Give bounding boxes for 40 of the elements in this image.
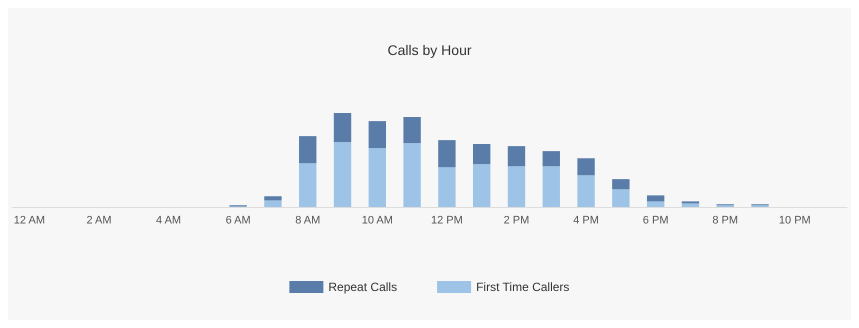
legend-label: First Time Callers — [476, 280, 570, 294]
x-tick-label: 10 AM — [362, 214, 393, 226]
bar — [577, 158, 595, 176]
bar — [403, 143, 421, 207]
bar — [508, 146, 526, 166]
x-tick-label: 6 AM — [226, 214, 251, 226]
bar — [577, 175, 595, 207]
x-tick-label: 8 AM — [295, 214, 320, 226]
bar — [508, 166, 526, 207]
x-tick-label: 2 PM — [504, 214, 530, 226]
bar — [472, 164, 490, 207]
bar — [368, 121, 386, 148]
bar — [299, 136, 316, 164]
x-tick-label: 10 PM — [778, 214, 811, 226]
x-tick-label: 6 PM — [642, 214, 668, 226]
legend-label: Repeat Calls — [328, 280, 398, 294]
bar — [264, 196, 282, 200]
x-tick-label: 8 PM — [712, 214, 738, 226]
bar — [612, 189, 630, 207]
bar — [368, 148, 386, 207]
x-tick-label: 12 PM — [430, 214, 463, 226]
bar — [438, 167, 456, 207]
bar — [472, 144, 490, 164]
bar — [264, 200, 282, 207]
bar — [542, 151, 560, 166]
bar — [334, 113, 352, 142]
bar — [334, 142, 352, 207]
bar — [646, 195, 664, 202]
bar — [403, 116, 421, 144]
bar — [646, 201, 664, 207]
bar — [612, 179, 630, 190]
x-tick-label: 4 PM — [573, 214, 599, 226]
bar — [299, 163, 316, 207]
chart-title: Calls by Hour — [387, 42, 472, 58]
x-tick-label: 4 AM — [156, 214, 182, 226]
bar — [542, 166, 560, 207]
x-tick-label: 2 AM — [86, 214, 112, 226]
bar — [682, 203, 700, 207]
bar — [438, 140, 456, 168]
x-tick-label: 12 AM — [14, 214, 45, 226]
